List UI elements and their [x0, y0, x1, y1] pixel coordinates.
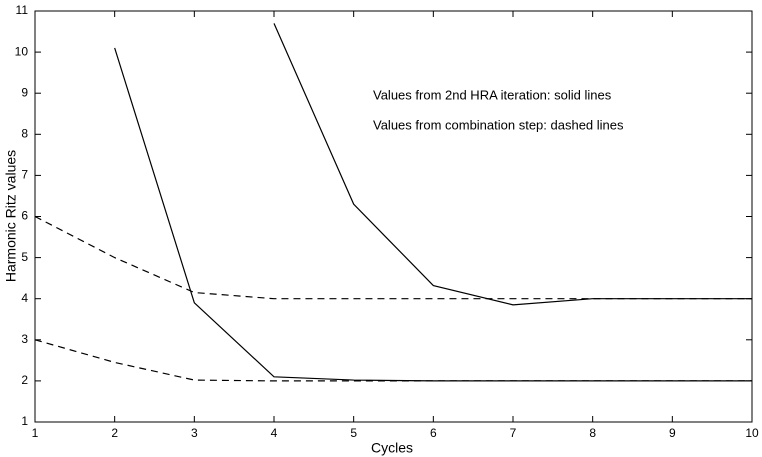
y-tick-label: 3 — [21, 332, 28, 346]
x-tick-label: 7 — [510, 426, 517, 440]
annotation: Values from 2nd HRA iteration: solid lin… — [373, 87, 612, 102]
y-tick-label: 4 — [21, 291, 28, 305]
y-tick-label: 8 — [21, 126, 28, 140]
x-axis-label: Cycles — [371, 440, 413, 456]
x-tick-label: 5 — [350, 426, 357, 440]
y-tick-label: 6 — [21, 209, 28, 223]
y-tick-label: 2 — [21, 373, 28, 387]
line-series — [273, 23, 752, 306]
y-tick-label: 7 — [21, 168, 28, 182]
x-tick-label: 6 — [430, 426, 437, 440]
x-tick-label: 4 — [271, 426, 278, 440]
y-axis-label: Harmonic Ritz values — [3, 150, 19, 282]
x-tick-label: 8 — [589, 426, 596, 440]
y-tick-label: 5 — [21, 250, 28, 264]
y-tick-label: 1 — [21, 414, 28, 428]
y-tick-label: 9 — [21, 85, 28, 99]
y-tick-label: 11 — [16, 3, 29, 17]
y-tick-label: 10 — [15, 44, 29, 58]
plot-frame — [34, 10, 753, 423]
x-tick-label: 2 — [111, 426, 118, 440]
x-tick-label: 3 — [191, 426, 198, 440]
line-series — [34, 339, 752, 382]
x-tick-label: 1 — [32, 426, 39, 440]
line-series — [34, 215, 752, 300]
x-tick-label: 9 — [669, 426, 676, 440]
x-tick-label: 10 — [745, 426, 759, 440]
annotation: Values from combination step: dashed lin… — [373, 117, 624, 132]
